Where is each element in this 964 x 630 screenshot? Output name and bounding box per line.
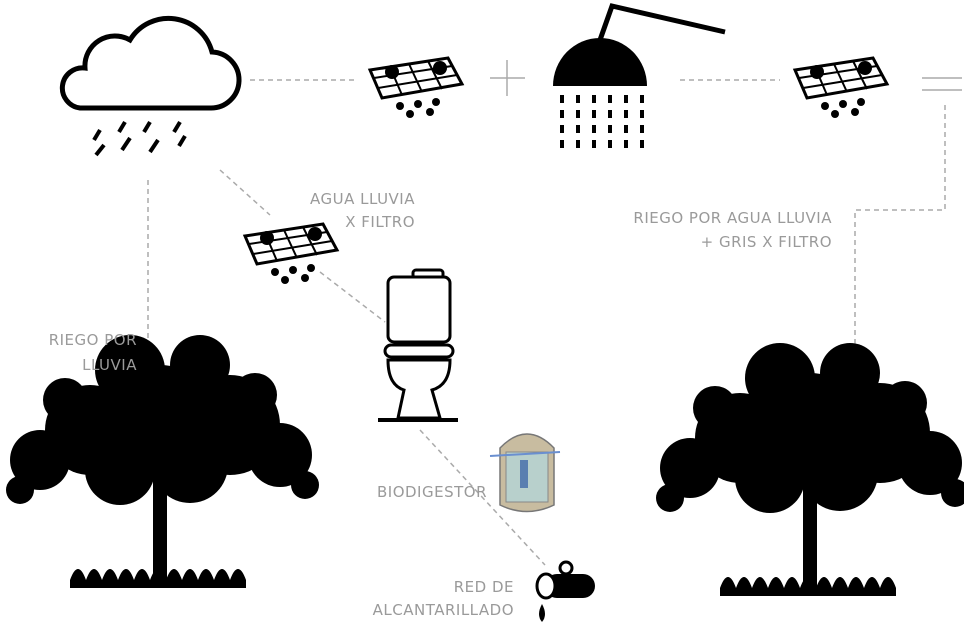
- tree: [656, 343, 964, 596]
- label: LLUVIA: [82, 356, 137, 374]
- filter-icon: [370, 58, 462, 118]
- filter-icon: [795, 58, 887, 118]
- label: RED DE: [454, 578, 514, 596]
- label: + GRIS X FILTRO: [701, 233, 832, 251]
- sewer-pipe: [537, 562, 595, 622]
- label: AGUA LLUVIA: [310, 190, 415, 208]
- label: RIEGO POR AGUA LLUVIA: [633, 209, 832, 227]
- rain-cloud: [62, 18, 239, 155]
- label: BIODIGESTOR: [377, 483, 487, 501]
- tree: [6, 335, 319, 588]
- biodigester: [490, 434, 560, 512]
- label: X FILTRO: [345, 213, 415, 231]
- diagram: AGUA LLUVIA X FILTRO RIEGO POR AGUA LLUV…: [0, 0, 964, 630]
- label: ALCANTARILLADO: [373, 601, 514, 619]
- label: RIEGO POR: [49, 331, 137, 349]
- plus-sign: [490, 60, 525, 96]
- toilet: [378, 270, 458, 420]
- equals-sign: [922, 78, 962, 90]
